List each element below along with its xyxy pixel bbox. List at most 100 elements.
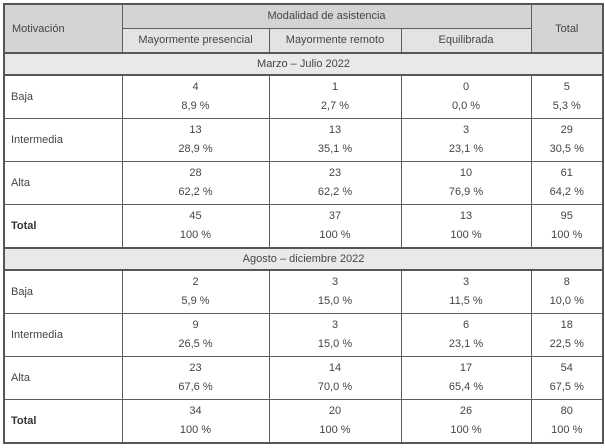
cell-count: 13 [189,124,202,136]
cell: 0 0,0 % [400,74,532,119]
cell: 28 62,2 % [121,161,270,205]
cell-percent: 15,0 % [317,295,353,307]
cell-count: 26 [459,405,473,417]
cell-percent: 11,5 % [449,295,483,307]
cell: 4 8,9 % [121,74,270,119]
header-row-group: Motivación Modalidad de asistencia Total [3,3,604,54]
row-label: Alta [3,161,123,205]
cell: 8 10,0 % [530,269,604,314]
cell-percent: 2,7 % [320,100,350,112]
cell-percent: 67,6 % [178,381,213,393]
total-column-header: Total [530,3,604,54]
cell: 1 2,7 % [268,74,402,119]
cell: 29 30,5 % [530,118,604,162]
section-band: Marzo – Julio 2022 [3,52,604,76]
cell: 3 11,5 % [400,269,532,314]
cell: 3 23,1 % [400,118,532,162]
cell: 9 26,5 % [121,313,270,357]
cell: 26 100 % [400,399,532,444]
cell-count: 28 [189,167,202,179]
cell: 2 5,9 % [121,269,270,314]
cell-percent: 22,5 % [549,338,584,350]
cell-percent: 23,1 % [448,338,484,350]
cell-count: 17 [459,362,473,374]
cell-percent: 26,5 % [178,338,213,350]
row-label: Alta [3,356,123,400]
cell-count: 80 [560,405,573,417]
cell-percent: 100 % [319,229,351,241]
cell: 10 76,9 % [400,161,532,205]
corner-header-motivacion: Motivación [3,3,123,54]
col-header-mayormente-remoto: Mayormente remoto [268,27,402,54]
table-row-total-2: Total 34 100 % 20 100 % 26 100 % 80 100 % [3,399,604,444]
cell-count: 34 [189,405,202,417]
cell-count: 3 [462,124,470,136]
cell: 3 15,0 % [268,269,402,314]
cell-percent: 62,2 % [178,186,213,198]
cell-count: 13 [459,210,473,222]
row-label: Intermedia [3,118,123,162]
cell: 5 5,3 % [530,74,604,119]
cell-percent: 100 % [179,424,212,436]
cell-count: 20 [328,405,342,417]
cell-count: 23 [189,362,202,374]
cell-percent: 28,9 % [178,143,213,155]
header-row-columns: Mayormente presencial Mayormente remoto … [4,27,603,54]
cell: 18 22,5 % [530,313,604,357]
cell-count: 14 [328,362,342,374]
section-title-agosto-diciembre: Agosto – diciembre 2022 [3,247,604,271]
cell: 34 100 % [121,399,270,444]
cell-percent: 5,9 % [181,295,210,307]
cell-percent: 100 % [551,229,583,241]
cell-percent: 10,0 % [549,295,584,307]
row-label: Intermedia [3,313,123,357]
cell-count: 3 [462,276,470,288]
cell-percent: 100 % [450,424,482,436]
row-label: Baja [3,269,123,314]
cell: 20 100 % [268,399,402,444]
cell-percent: 100 % [551,424,583,436]
cell-percent: 65,4 % [448,381,484,393]
cell-percent: 100 % [319,424,351,436]
cell-count: 4 [192,81,199,93]
cell-percent: 5,3 % [552,100,581,112]
col-header-mayormente-presencial: Mayormente presencial [121,27,270,54]
cell-count: 0 [462,81,470,93]
cell-percent: 70,0 % [317,381,353,393]
cell-count: 45 [189,210,202,222]
table-row-baja-2: Baja 2 5,9 % 3 15,0 % 3 11,5 % 8 10,0 % [3,269,604,314]
cell: 80 100 % [530,399,604,444]
cell: 23 62,2 % [268,161,402,205]
section-band: Agosto – diciembre 2022 [3,247,604,271]
cell: 14 70,0 % [268,356,402,400]
cell-count: 37 [328,210,342,222]
table-row-baja-1: Baja 4 8,9 % 1 2,7 % 0 0,0 % 5 5,3 % [3,74,604,119]
cell-count: 6 [462,319,470,331]
cell-count: 3 [331,276,339,288]
cell-percent: 76,9 % [448,186,484,198]
table-row-total-1: Total 45 100 % 37 100 % 13 100 % 95 100 % [3,204,604,249]
row-label-total: Total [3,399,123,444]
cell: 61 64,2 % [530,161,604,205]
cell-percent: 64,2 % [549,186,584,198]
col-header-equilibrada: Equilibrada [400,27,532,54]
table-row-intermedia-1: Intermedia 13 28,9 % 13 35,1 % 3 23,1 % 29 3… [3,118,604,162]
cell-count: 23 [328,167,342,179]
cell: 13 35,1 % [268,118,402,162]
cell: 45 100 % [121,204,270,249]
cell: 37 100 % [268,204,402,249]
cell-percent: 62,2 % [317,186,353,198]
cell-count: 2 [192,276,199,288]
cell-count: 5 [563,81,570,93]
cell-count: 18 [560,319,573,331]
cell-count: 61 [560,167,573,179]
cell-percent: 100 % [450,229,482,241]
cell: 3 15,0 % [268,313,402,357]
cell-count: 95 [560,210,573,222]
cell-count: 13 [328,124,342,136]
cell: 13 100 % [400,204,532,249]
cell-percent: 30,5 % [549,143,584,155]
cell-count: 1 [331,81,339,93]
table-row-alta-2: Alta 23 67,6 % 14 70,0 % 17 65,4 % 54 67,5 % [3,356,604,400]
section-title-marzo-julio: Marzo – Julio 2022 [3,52,604,76]
